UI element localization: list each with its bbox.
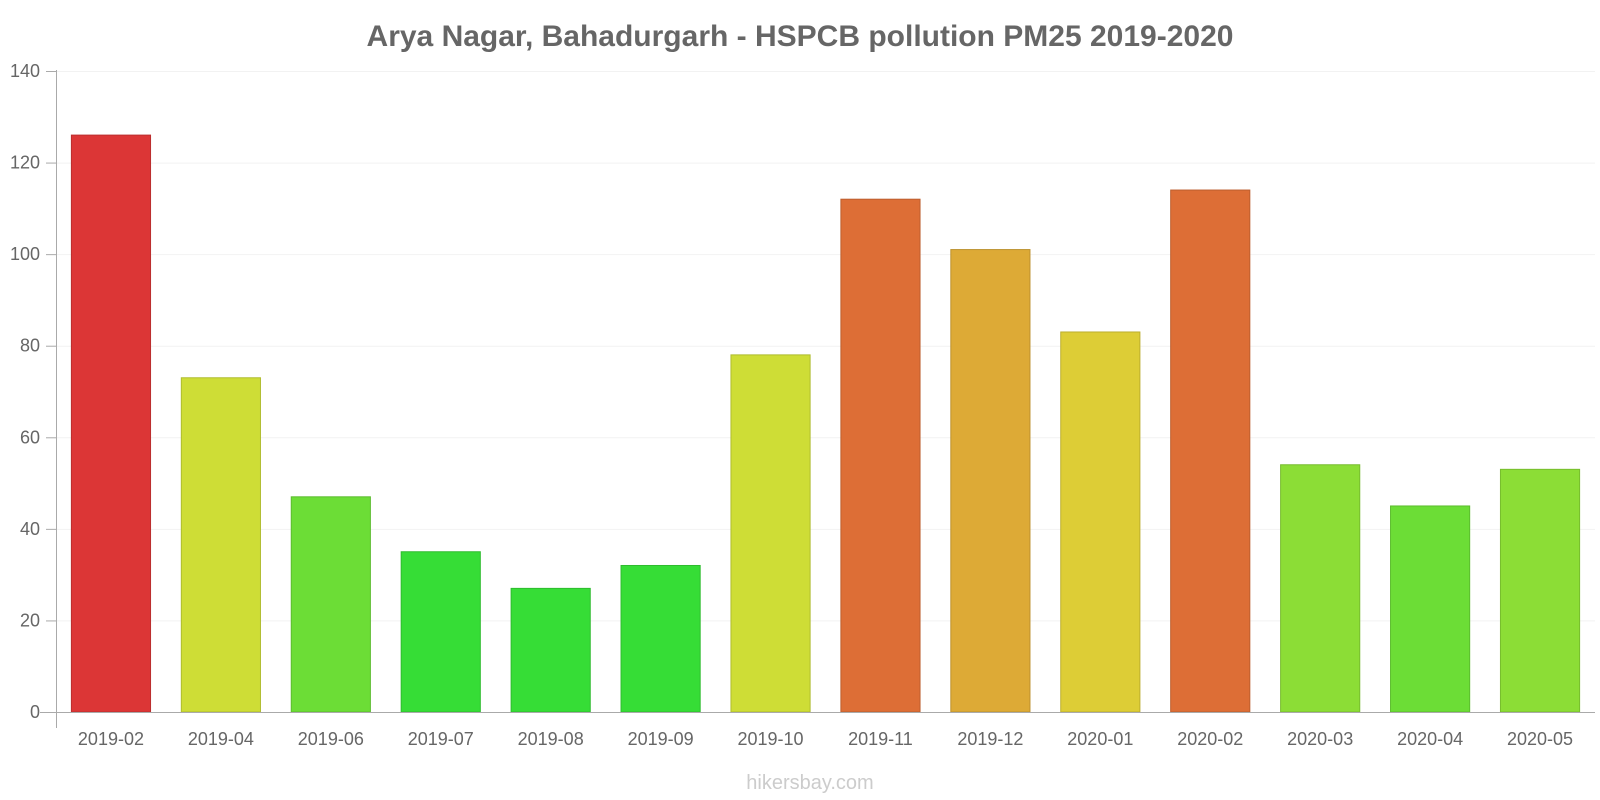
x-tick-labels: 2019-02 2019-04 2019-06 2019-07 2019-08 2019-… [78, 729, 1573, 749]
y-tick-labels: 0 20 40 60 80 100 120 140 [10, 61, 56, 722]
x-tick-label: 2019-11 [848, 729, 913, 749]
bar-2020-05 [1499, 468, 1581, 713]
bar-2019-12 [950, 249, 1031, 713]
bar-2019-07 [400, 551, 481, 713]
x-tick-label: 2019-06 [298, 729, 364, 749]
bar-2020-03 [1280, 464, 1361, 713]
axes [40, 70, 1595, 728]
x-tick-label: 2019-10 [738, 729, 804, 749]
bar-2019-10 [730, 354, 811, 713]
y-tick-label: 100 [10, 244, 40, 264]
y-tick-label: 0 [30, 702, 40, 722]
bar-2019-06 [290, 496, 371, 713]
watermark: hikersbay.com [746, 772, 873, 794]
x-tick-label: 2019-08 [518, 729, 584, 749]
gridlines [56, 71, 1595, 622]
x-tick-label: 2020-03 [1287, 729, 1353, 749]
y-tick-label: 120 [10, 153, 40, 173]
bar-2020-01 [1060, 331, 1141, 713]
x-tick-label: 2019-02 [78, 729, 144, 749]
x-tick-label: 2019-04 [188, 729, 254, 749]
y-tick-label: 140 [10, 61, 40, 81]
x-tick-label: 2020-05 [1507, 729, 1573, 749]
bar-2019-04 [180, 377, 261, 713]
y-tick-label: 80 [20, 336, 40, 356]
bar-2020-02 [1170, 189, 1251, 713]
bar-2020-04 [1390, 505, 1471, 713]
bar-2019-09 [620, 564, 701, 713]
x-tick-label: 2019-12 [957, 729, 1023, 749]
x-tick-label: 2019-07 [408, 729, 474, 749]
y-tick-label: 60 [20, 427, 40, 447]
x-tick-label: 2020-01 [1067, 729, 1133, 749]
y-tick-label: 40 [20, 519, 40, 539]
bar-2019-11 [840, 198, 921, 713]
y-tick-label: 20 [20, 610, 40, 630]
x-tick-label: 2020-02 [1177, 729, 1243, 749]
bar-2019-08 [510, 587, 591, 713]
bar-2019-02 [70, 134, 152, 713]
x-tick-label: 2020-04 [1397, 729, 1463, 749]
bars [70, 134, 1581, 713]
chart-title: Arya Nagar, Bahadurgarh - HSPCB pollutio… [367, 20, 1234, 53]
x-tick-label: 2019-09 [628, 729, 694, 749]
